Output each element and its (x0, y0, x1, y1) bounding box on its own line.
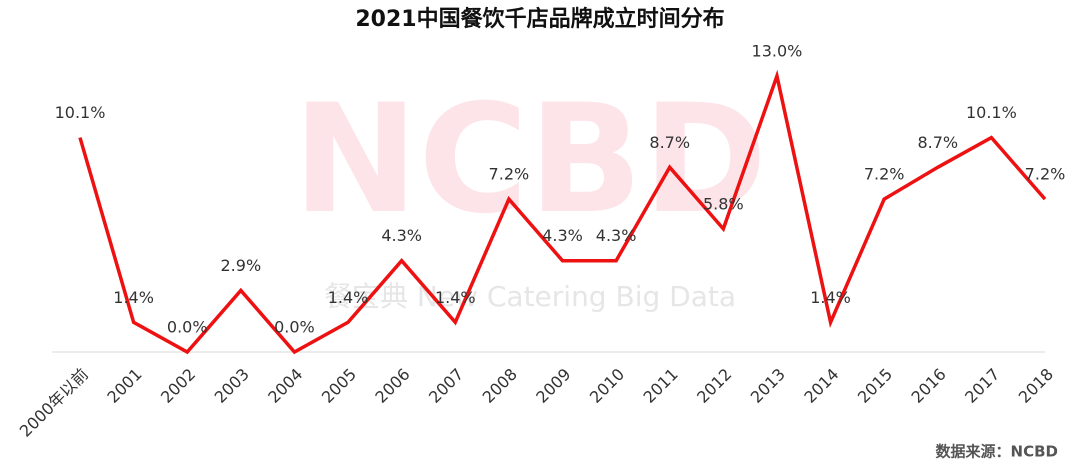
data-label: 1.4% (435, 288, 476, 307)
x-tick-label: 2009 (532, 365, 574, 407)
x-tick-label: 2014 (800, 365, 842, 407)
x-tick-label: 2000年以前 (16, 365, 92, 441)
data-label: 4.3% (542, 226, 583, 245)
data-label: 13.0% (752, 42, 803, 61)
watermark-logo: NCBD (293, 73, 767, 247)
watermark-text: 餐宝典 New Catering Big Data (324, 280, 736, 313)
data-label: 0.0% (167, 318, 208, 337)
data-label: 7.2% (1025, 165, 1066, 184)
data-label: 2.9% (221, 256, 262, 275)
data-label: 7.2% (864, 165, 905, 184)
data-label: 4.3% (596, 226, 637, 245)
data-label: 5.8% (703, 194, 744, 213)
data-label: 8.7% (917, 133, 958, 152)
x-tick-label: 2010 (586, 365, 628, 407)
data-label: 7.2% (489, 165, 530, 184)
x-tick-label: 2012 (693, 365, 735, 407)
data-label: 8.7% (649, 133, 690, 152)
data-label: 10.1% (966, 103, 1017, 122)
x-tick-label: 2006 (371, 365, 413, 407)
x-tick-label: 2013 (747, 365, 789, 407)
x-tick-label: 2003 (211, 365, 253, 407)
x-tick-label: 2001 (103, 365, 145, 407)
data-label: 10.1% (55, 103, 106, 122)
source: 数据来源：NCBD (936, 443, 1058, 461)
x-tick-label: 2015 (854, 365, 896, 407)
x-tick-label: 2017 (961, 365, 1003, 407)
x-tick-label: 2007 (425, 365, 467, 407)
data-label: 1.4% (113, 288, 154, 307)
data-label: 0.0% (274, 318, 315, 337)
x-tick-label: 2002 (157, 365, 199, 407)
x-tick-label: 2011 (640, 365, 682, 407)
line (78, 69, 1047, 355)
x-tick-label: 2005 (318, 365, 360, 407)
chart-title: 2021中国餐饮千店品牌成立时间分布 (355, 6, 724, 32)
data-label: 4.3% (381, 226, 422, 245)
data-label: 1.4% (810, 288, 851, 307)
data-label: 1.4% (328, 288, 369, 307)
x-tick-label: 2008 (479, 365, 521, 407)
x-tick-label: 2016 (908, 365, 950, 407)
x-tick-label: 2018 (1015, 365, 1057, 407)
x-tick-label: 2004 (264, 365, 306, 407)
